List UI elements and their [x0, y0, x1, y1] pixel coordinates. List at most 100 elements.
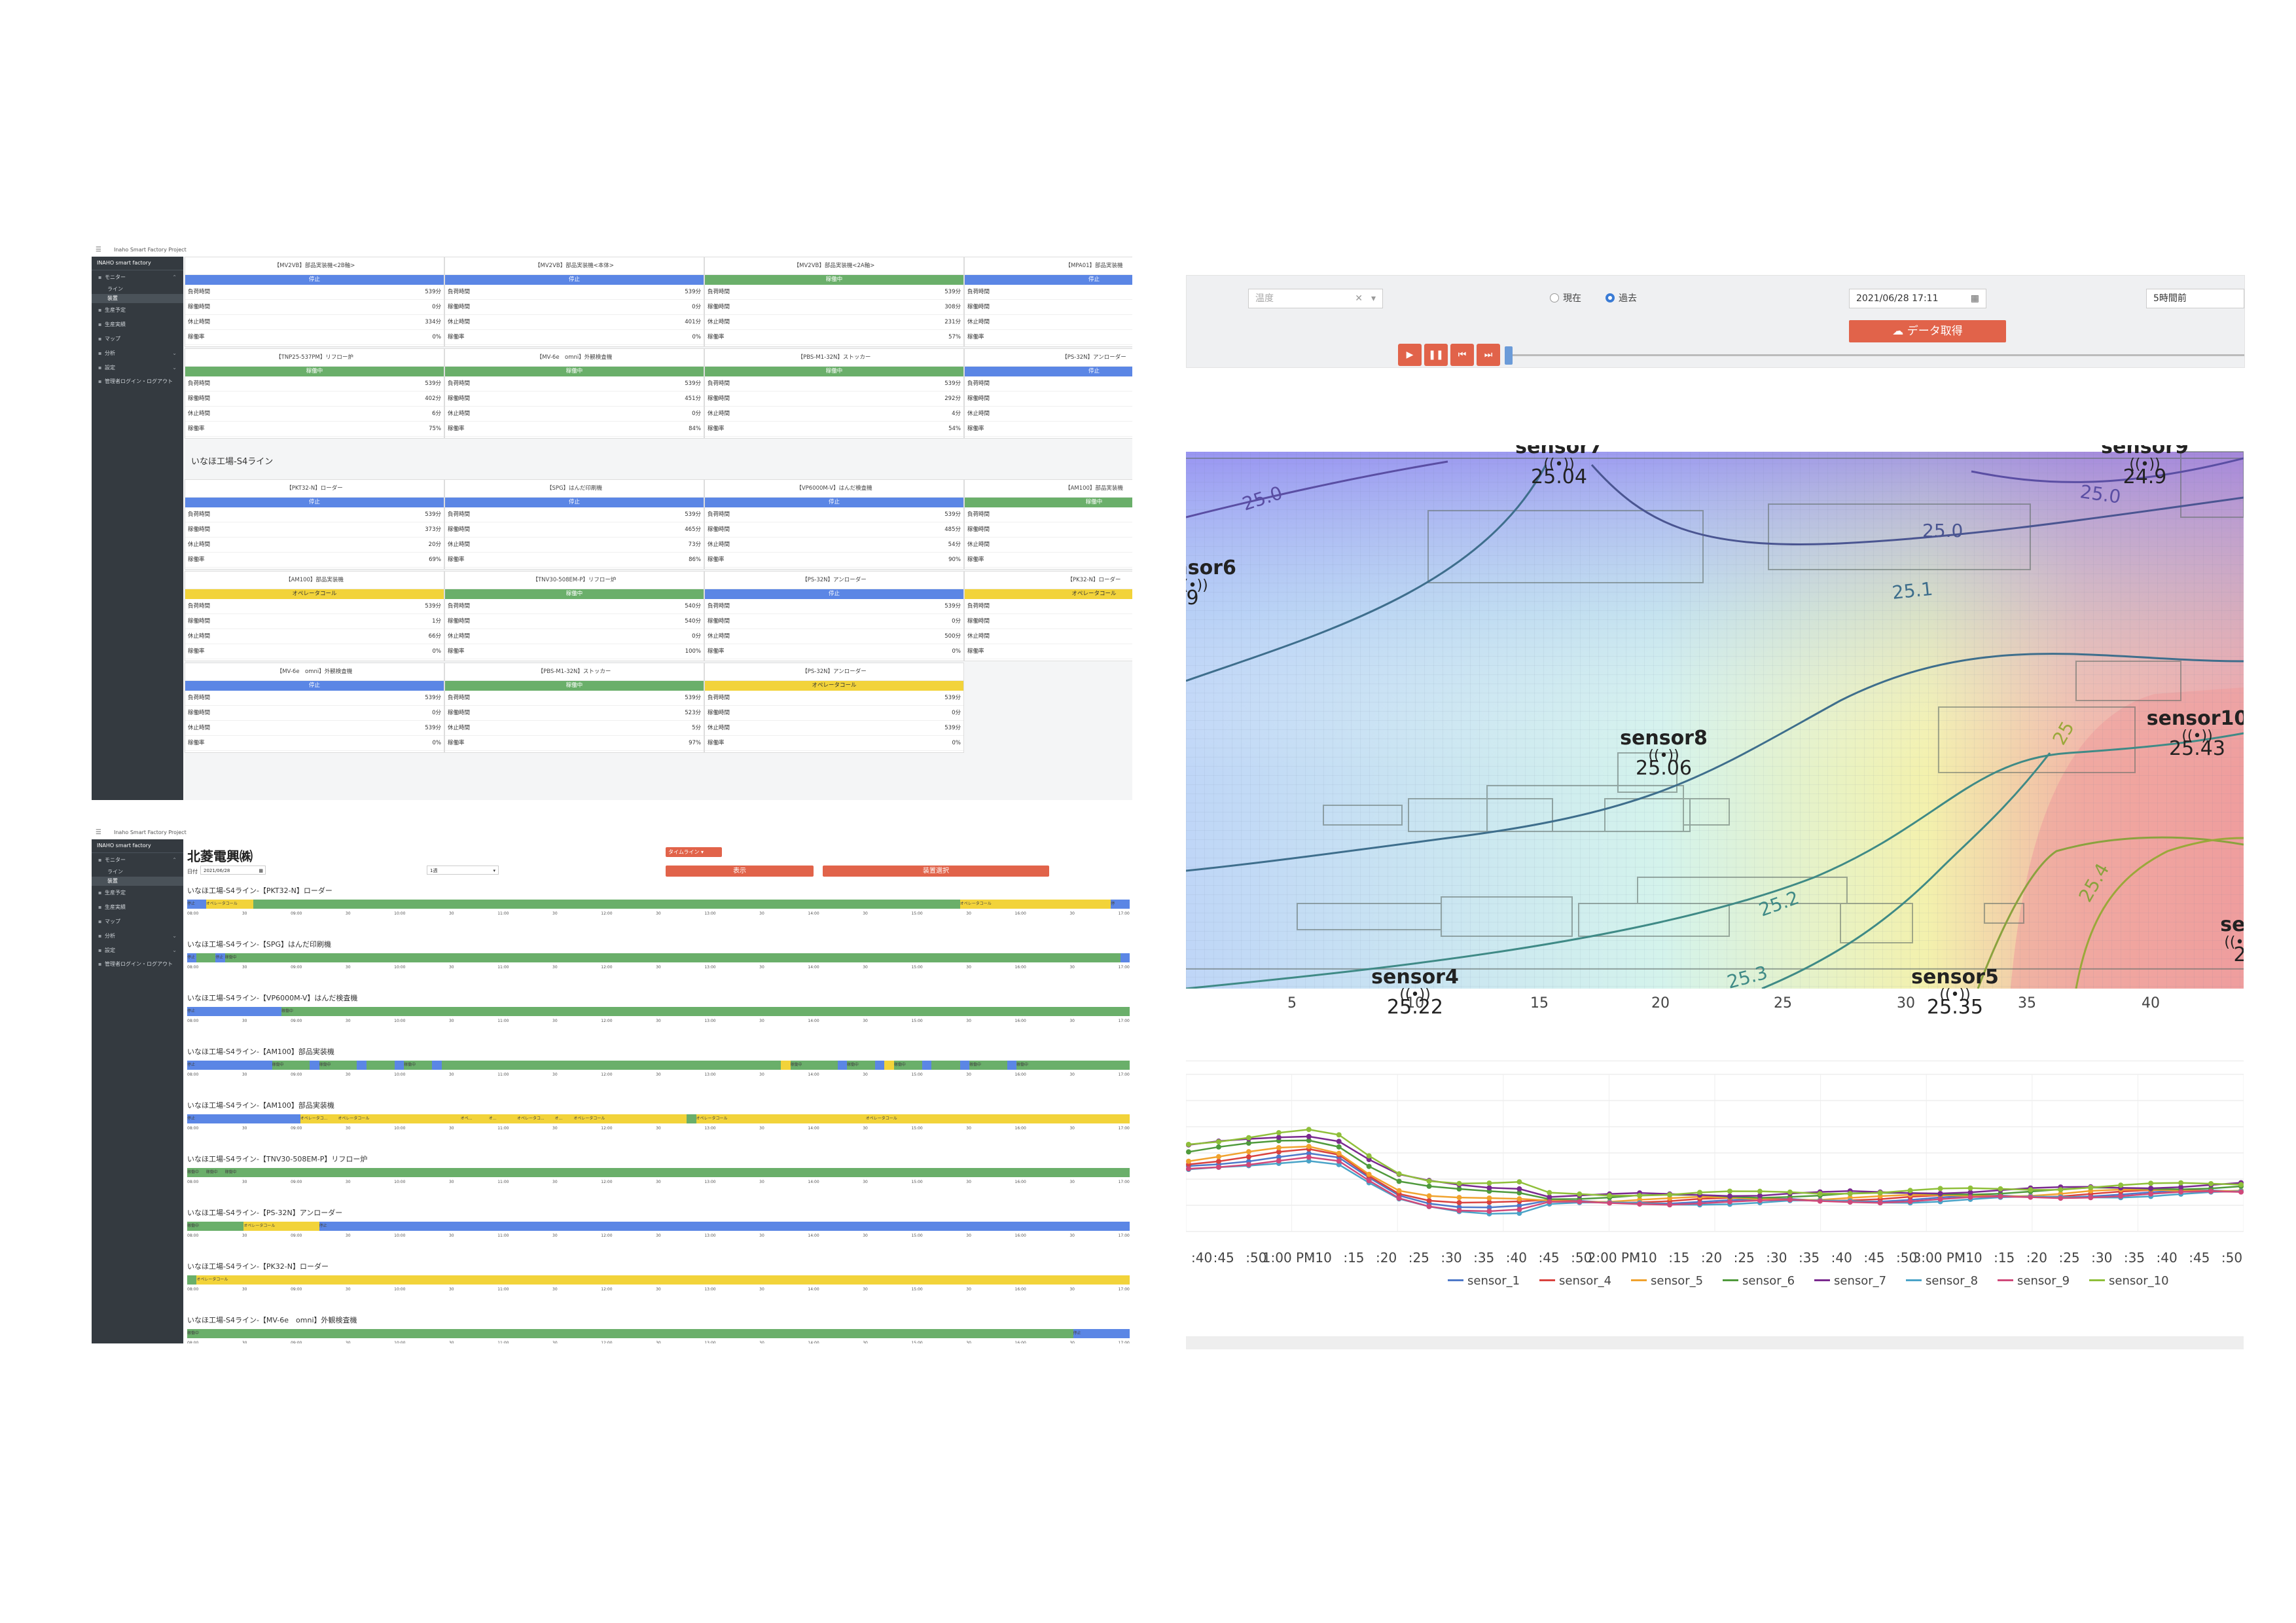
data-point-sensor_4[interactable]	[1246, 1154, 1251, 1160]
timeline-segment-run[interactable]: 稼働中	[281, 1007, 1130, 1016]
timeline-segment-op[interactable]: オペレータコール	[865, 1114, 1130, 1123]
machine-card[interactable]: 【TNP25-537PM】リフロー炉 稼働中 負荷時間 539分 稼働時間 402分 休止時…	[185, 348, 444, 439]
timeline-segment-run[interactable]: 稼働中	[969, 1061, 1007, 1070]
timeline-segment-run[interactable]	[441, 1061, 781, 1070]
timeline-segment-run[interactable]	[687, 1114, 696, 1123]
timeline-bar[interactable]: 停止 稼働中	[187, 1007, 1130, 1016]
data-point-sensor_7[interactable]	[2178, 1184, 2184, 1190]
data-point-sensor_8[interactable]	[1306, 1158, 1312, 1164]
timeline-segment-op[interactable]	[884, 1061, 894, 1070]
fetch-data-button[interactable]: ☁ データ取得	[1849, 320, 2006, 342]
timeline-segment-stop[interactable]: 停	[1111, 900, 1130, 909]
timeline-segment-run[interactable]	[253, 900, 960, 909]
data-point-sensor_10[interactable]	[1486, 1180, 1492, 1186]
data-point-sensor_10[interactable]	[2208, 1180, 2214, 1186]
machine-card[interactable]: 【PS-32N】アンローダー 停止 負荷時間 稼働時間 休止時間 稼働率	[964, 348, 1132, 439]
timeline-segment-stop[interactable]	[1007, 1061, 1016, 1070]
data-point-sensor_9[interactable]	[1336, 1158, 1342, 1164]
data-point-sensor_6[interactable]	[1396, 1178, 1402, 1184]
datetime-input[interactable]: 2021/06/28 17:11 ▦	[1849, 289, 1986, 308]
machine-card[interactable]: 【PBS-M1-32N】ストッカー 稼働中 負荷時間 539分 稼働時間 523分 休止時間…	[444, 663, 704, 753]
rewind-button[interactable]: ⏮	[1450, 344, 1474, 366]
data-point-sensor_5[interactable]	[1396, 1188, 1402, 1194]
data-point-sensor_9[interactable]	[1246, 1161, 1251, 1167]
sidebar-item[interactable]: ▪ マップ	[92, 915, 183, 929]
sidebar-item[interactable]: ▪ 生産実績	[92, 318, 183, 332]
radio-current[interactable]: 現在	[1550, 292, 1581, 305]
legend-item[interactable]: sensor_5	[1631, 1274, 1703, 1288]
data-point-sensor_10[interactable]	[1667, 1192, 1673, 1197]
data-point-sensor_9[interactable]	[2028, 1194, 2034, 1200]
timeline-segment-op[interactable]: オペレータコール	[206, 900, 253, 909]
data-point-sensor_8[interactable]	[1516, 1211, 1522, 1216]
timeline-segment-op[interactable]: オ...	[554, 1114, 574, 1123]
data-point-sensor_4[interactable]	[1456, 1199, 1462, 1205]
series-line-sensor_5[interactable]	[1188, 1145, 2242, 1203]
select-device-button[interactable]: 装置選択	[823, 866, 1049, 877]
timeline-segment-op[interactable]: オペ...	[460, 1114, 489, 1123]
data-point-sensor_10[interactable]	[1637, 1193, 1643, 1199]
sidebar-subitem[interactable]: 装置	[92, 294, 183, 303]
data-point-sensor_9[interactable]	[1637, 1201, 1643, 1207]
data-point-sensor_9[interactable]	[2178, 1189, 2184, 1195]
data-point-sensor_1[interactable]	[1306, 1150, 1312, 1156]
series-line-sensor_10[interactable]	[1188, 1128, 2242, 1197]
data-point-sensor_9[interactable]	[1967, 1194, 1973, 1200]
timeline-segment-stop[interactable]	[960, 1061, 970, 1070]
sidebar-item[interactable]: ▪ 生産予定	[92, 303, 183, 318]
machine-card[interactable]: 【VP6000M-V】はんだ検査機 停止 負荷時間 539分 稼働時間 485分 休止時間 5…	[704, 479, 964, 570]
timeline-segment-run[interactable]: 稼働中	[224, 1168, 244, 1177]
data-point-sensor_10[interactable]	[1817, 1191, 1823, 1197]
series-line-sensor_4[interactable]	[1188, 1148, 2242, 1204]
sidebar-item[interactable]: ▪ 管理者ログイン・ログアウト	[92, 375, 183, 397]
data-point-sensor_10[interactable]	[1998, 1186, 2003, 1192]
timeline-segment-stop[interactable]	[432, 1061, 442, 1070]
series-line-sensor_7[interactable]	[1188, 1135, 2242, 1198]
timeline-bar[interactable]: 稼働中 オペレータコール 停止	[187, 1222, 1130, 1231]
timeline-segment-stop[interactable]: 停止	[215, 953, 225, 962]
data-point-sensor_9[interactable]	[1607, 1200, 1613, 1206]
timeline-segment-op[interactable]: オペレータコール	[960, 900, 1111, 909]
sidebar-subitem[interactable]: ライン	[107, 286, 123, 292]
data-point-sensor_6[interactable]	[1456, 1186, 1462, 1192]
data-point-sensor_10[interactable]	[2028, 1187, 2034, 1193]
data-point-sensor_5[interactable]	[1336, 1150, 1342, 1156]
data-point-sensor_10[interactable]	[2058, 1187, 2064, 1193]
timeline-segment-run[interactable]: 稼働中	[790, 1061, 838, 1070]
radio-past[interactable]: 過去	[1605, 292, 1637, 305]
data-point-sensor_4[interactable]	[1276, 1149, 1282, 1155]
legend-item[interactable]: sensor_9	[1998, 1274, 2070, 1288]
timeline-segment-run[interactable]	[243, 1168, 1130, 1177]
data-point-sensor_9[interactable]	[2088, 1195, 2094, 1201]
data-point-sensor_9[interactable]	[1787, 1197, 1793, 1203]
data-point-sensor_7[interactable]	[1757, 1193, 1763, 1199]
data-point-sensor_10[interactable]	[1937, 1186, 1943, 1192]
data-point-sensor_10[interactable]	[2118, 1182, 2124, 1188]
machine-card[interactable]: 【MV-6e omni】外観検査機 稼働中 負荷時間 539分 稼働時間 451分 休止時間…	[444, 348, 704, 439]
timeline-segment-run[interactable]	[931, 1061, 960, 1070]
pause-button[interactable]: ❚❚	[1424, 344, 1448, 366]
data-point-sensor_6[interactable]	[1186, 1149, 1191, 1155]
sidebar-item[interactable]: ▪ 生産実績	[92, 900, 183, 915]
timeline-segment-stop[interactable]	[394, 1061, 404, 1070]
data-point-sensor_6[interactable]	[1336, 1144, 1342, 1150]
machine-card[interactable]: 【MV2VB】部品実装機<2B軸> 停止 負荷時間 539分 稼働時間 0分 休止時間 334…	[185, 257, 444, 347]
machine-card[interactable]: 【MV-6e omni】外観検査機 停止 負荷時間 539分 稼働時間 0分 休止時間 539…	[185, 663, 444, 753]
data-point-sensor_10[interactable]	[2238, 1182, 2244, 1188]
data-point-sensor_9[interactable]	[1215, 1164, 1221, 1170]
data-point-sensor_9[interactable]	[2208, 1188, 2214, 1194]
data-point-sensor_9[interactable]	[1366, 1178, 1372, 1184]
data-point-sensor_9[interactable]	[1998, 1194, 2003, 1199]
data-point-sensor_1[interactable]	[1486, 1205, 1492, 1211]
data-point-sensor_10[interactable]	[1396, 1171, 1402, 1177]
hamburger-icon[interactable]: ☰	[96, 246, 101, 253]
data-point-sensor_10[interactable]	[1246, 1135, 1251, 1140]
data-point-sensor_10[interactable]	[2178, 1180, 2184, 1186]
play-button[interactable]: ▶	[1398, 344, 1422, 366]
data-point-sensor_7[interactable]	[1486, 1185, 1492, 1191]
time-slider-track[interactable]	[1507, 354, 2244, 356]
timeline-segment-op[interactable]: オペレータコ...	[516, 1114, 555, 1123]
timeline-bar[interactable]: 停止 オペレータコール オペレータコール停	[187, 900, 1130, 909]
timeline-segment-run[interactable]: 稼働中	[187, 1222, 244, 1231]
legend-item[interactable]: sensor_8	[1906, 1274, 1978, 1288]
